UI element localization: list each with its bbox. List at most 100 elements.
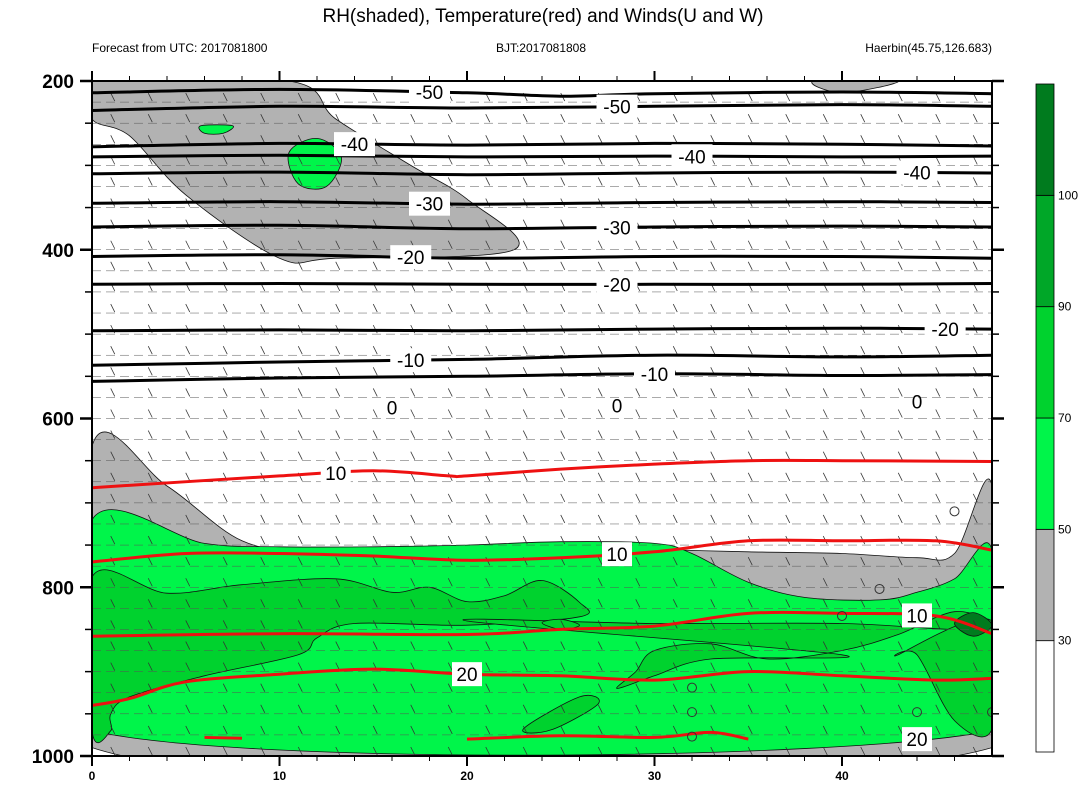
wind-barb: [147, 535, 153, 545]
wind-barb: [110, 535, 116, 545]
wind-barb: [898, 72, 902, 80]
wind-barb: [185, 156, 191, 165]
wind-barb: [222, 409, 228, 418]
wind-barb: [147, 704, 153, 713]
wind-barb: [635, 535, 641, 545]
wind-barb: [897, 346, 903, 355]
wind-barb: [635, 156, 641, 165]
contour-label-13: 10: [606, 545, 627, 566]
wind-barb: [447, 535, 453, 545]
wind-barb: [860, 135, 866, 144]
wind-barb: [147, 662, 153, 671]
wind-barb: [522, 430, 528, 439]
contour-label-bg: [924, 316, 966, 341]
y-tick-label-1: 400: [42, 241, 74, 262]
wind-barb: [935, 704, 941, 713]
wind-barb: [297, 662, 303, 671]
wind-barb: [260, 367, 266, 376]
wind-barb: [710, 114, 716, 123]
wind-barb: [972, 514, 978, 524]
wind-barb: [860, 556, 866, 566]
wind-barb: [185, 620, 191, 629]
wind-barb: [597, 683, 603, 692]
temp-contour-10: [92, 353, 992, 367]
wind-barb: [110, 303, 116, 313]
temp-contour-15: [92, 667, 992, 707]
wind-barb: [335, 578, 341, 587]
wind-barb: [297, 746, 303, 756]
wind-barb: [785, 261, 791, 271]
wind-barb: [747, 92, 753, 102]
wind-barb: [860, 303, 866, 313]
wind-barb: [897, 409, 903, 418]
wind-barb: [410, 578, 416, 587]
contour-label-10: -10: [397, 351, 424, 372]
wind-barb: [522, 683, 528, 692]
contour-label-11: -10: [641, 365, 668, 386]
colorbar-label-0: 30: [1058, 634, 1072, 648]
wind-barb: [147, 346, 153, 355]
wind-barb: [897, 472, 903, 481]
wind-barb: [222, 367, 228, 376]
wind-barb: [372, 240, 378, 249]
wind-barb: [785, 556, 791, 566]
wind-barb: [672, 514, 678, 524]
wind-barb: [485, 409, 491, 418]
wind-barb: [897, 725, 903, 735]
wind-barb: [560, 135, 566, 144]
colorbar-segment-5: [1035, 83, 1055, 196]
wind-barb: [785, 514, 791, 524]
wind-barb: [597, 303, 603, 313]
wind-barb: [410, 535, 416, 545]
wind-barb: [672, 472, 678, 481]
wind-barb: [410, 114, 416, 123]
wind-barb: [485, 430, 491, 439]
wind-barb: [936, 72, 940, 80]
wind-barb: [860, 683, 866, 692]
wind-barb: [786, 72, 790, 80]
colorbar-segment-0: [1035, 640, 1055, 753]
wind-barb: [298, 72, 302, 80]
wind-barb: [447, 578, 453, 587]
wind-barb: [747, 746, 753, 756]
wind-barb: [822, 556, 828, 566]
wind-barb: [710, 430, 716, 439]
wind-barb: [222, 599, 228, 608]
wind-barb: [972, 578, 978, 587]
wind-barb: [710, 240, 716, 249]
wind-barb: [335, 620, 341, 629]
wind-barb: [372, 704, 378, 713]
wind-barb: [147, 578, 153, 587]
wind-barb: [522, 535, 528, 545]
wind-barb: [597, 388, 603, 397]
wind-barb: [185, 92, 191, 102]
wind-barb: [560, 219, 566, 228]
wind-barb: [147, 725, 153, 735]
wind-barb: [335, 303, 341, 313]
wind-barb: [935, 135, 941, 144]
wind-barb: [785, 493, 791, 503]
wind-barb: [522, 578, 528, 587]
wind-barb: [110, 451, 116, 460]
wind-barb: [747, 514, 753, 524]
wind-barb: [560, 641, 566, 650]
wind-barb: [447, 620, 453, 629]
wind-barb: [710, 303, 716, 313]
wind-barb: [222, 240, 228, 249]
colorbar-label-2: 70: [1058, 411, 1072, 425]
wind-barb: [260, 493, 266, 503]
wind-barb: [597, 430, 603, 439]
wind-barb: [897, 704, 903, 713]
wind-barb: [972, 725, 978, 735]
wind-barb: [485, 388, 491, 397]
wind-barb: [747, 683, 753, 692]
wind-barb: [410, 219, 416, 228]
wind-barb: [785, 240, 791, 249]
wind-barb: [710, 451, 716, 460]
contour-label-bg: [390, 245, 432, 270]
wind-barb: [335, 430, 341, 439]
colorbar-segment-1: [1035, 528, 1055, 642]
wind-barb: [597, 135, 603, 144]
wind-barb: [410, 599, 416, 608]
wind-barb: [860, 409, 866, 418]
